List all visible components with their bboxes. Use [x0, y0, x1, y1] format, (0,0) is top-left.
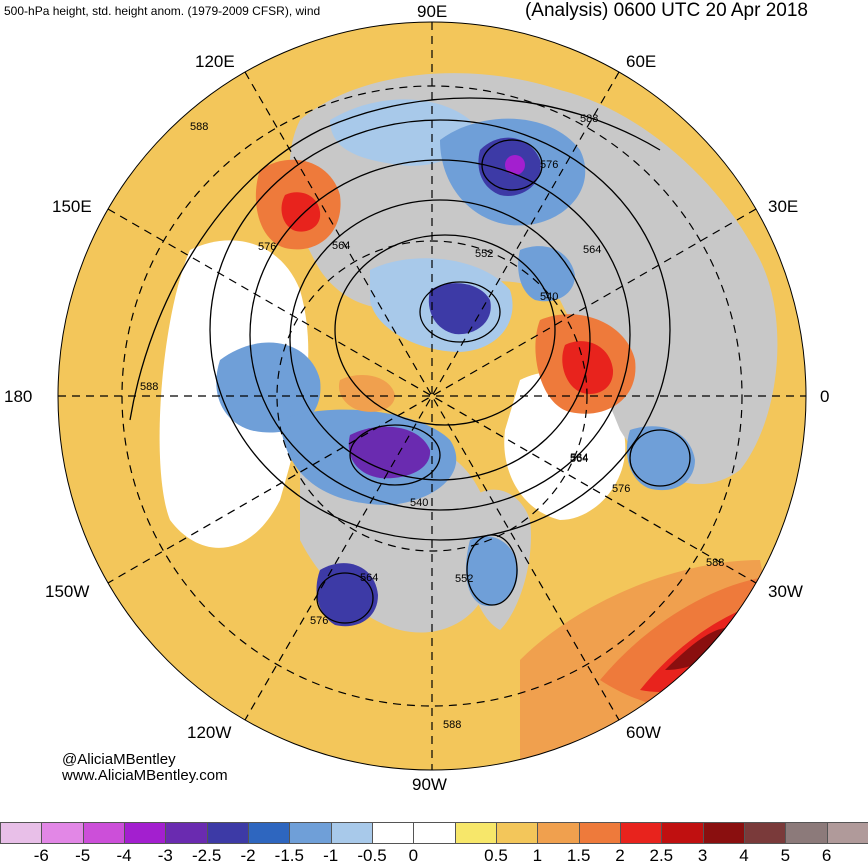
contour-label: 564	[332, 240, 350, 252]
lon-label-150e: 150E	[52, 197, 92, 216]
colorbar-swatch	[41, 822, 84, 844]
colorbar-tick-label: -4	[116, 846, 132, 865]
contour-label: 588	[140, 381, 158, 393]
colorbar-swatch	[743, 822, 787, 844]
colorbar-tick-label: 1	[532, 846, 543, 865]
colorbar-swatch	[537, 822, 580, 844]
contour-label: 540	[540, 291, 558, 303]
contour-label: 588	[190, 121, 208, 133]
colorbar-tick-label: -2	[240, 846, 256, 865]
colorbar-tick-label: -1.5	[274, 846, 304, 865]
cold-anomaly	[216, 342, 321, 433]
colorbar-tick-label: 0	[408, 846, 419, 865]
colorbar-swatch	[578, 822, 621, 844]
lon-label-60e: 60E	[626, 52, 656, 71]
colorbar-swatch	[82, 822, 125, 844]
colorbar-tick-label: 0.5	[484, 846, 508, 865]
lon-label-30w: 30W	[768, 582, 803, 601]
contour-label: 576	[310, 615, 328, 627]
colorbar-swatch	[413, 822, 456, 844]
contour-label: 564	[570, 452, 588, 464]
lon-label-150w: 150W	[45, 582, 89, 601]
colorbar-swatch	[702, 822, 745, 844]
colorbar-tick-label: -6	[33, 846, 49, 865]
cold-anomaly-core	[505, 155, 525, 175]
author-credit: @AliciaMBentley www.AliciaMBentley.com	[62, 752, 228, 784]
colorbar-swatch	[371, 822, 415, 844]
cold-anomaly	[626, 426, 695, 491]
contour-label: 552	[455, 573, 473, 585]
lon-label-120w: 120W	[187, 723, 231, 742]
cold-anomaly	[466, 536, 518, 606]
contour-label: 576	[540, 159, 558, 171]
colorbar-tick-label: 3	[697, 846, 708, 865]
contour-label: 576	[612, 483, 630, 495]
colorbar-tick-label: -0.5	[357, 846, 387, 865]
colorbar-tick-label: 6	[821, 846, 832, 865]
colorbar-tick-label: 1.5	[566, 846, 591, 865]
colorbar-swatches	[0, 822, 868, 844]
cold-anomaly-strong	[348, 426, 431, 479]
colorbar-swatch	[826, 822, 868, 844]
colorbar-swatch	[454, 822, 497, 844]
polar-map: 90E 60E 30E 0 30W 60W 90W 120W 150W 180 …	[4, 2, 829, 794]
colorbar-tick-label: -3	[157, 846, 173, 865]
lon-label-60w: 60W	[626, 723, 661, 742]
height-contours	[129, 97, 691, 624]
warm-anomaly-core	[665, 628, 725, 670]
colorbar-swatch	[206, 822, 249, 844]
colorbar-tick-label: 4	[739, 846, 749, 865]
map-title-right: (Analysis) 0600 UTC 20 Apr 2018	[524, 0, 808, 21]
colorbar-tick-label: 2.5	[649, 846, 674, 865]
contour-label: 588	[443, 719, 461, 731]
cold-anomaly	[518, 246, 575, 302]
colorbar-tick-label: 5	[780, 846, 791, 865]
lon-label-180: 180	[4, 387, 32, 406]
lon-label-0: 0	[820, 387, 829, 406]
contour-label: 564	[583, 244, 601, 256]
contour-label: 552	[475, 248, 493, 260]
map-title-left: 500-hPa height, std. height anom. (1979-…	[4, 4, 321, 18]
colorbar-swatch	[123, 822, 167, 844]
colorbar-swatch	[289, 822, 332, 844]
colorbar-swatch	[661, 822, 704, 844]
colorbar-swatch	[165, 822, 208, 844]
colorbar-swatch	[619, 822, 663, 844]
contour-label: 564	[570, 453, 588, 465]
anomaly-colorbar: -6 -5 -4 -3 -2.5 -2 -1.5 -1 -0.5 0 0.5 1 1.5 2 2.5 3 4 5 6	[0, 822, 868, 865]
colorbar-tick-label: 2	[615, 846, 625, 865]
colorbar-tick-label: -2.5	[192, 846, 222, 865]
author-handle: @AliciaMBentley	[62, 751, 176, 768]
contour-label: 588	[706, 557, 724, 569]
lon-label-120e: 120E	[195, 52, 235, 71]
lon-label-90w: 90W	[412, 775, 447, 794]
author-website: www.AliciaMBentley.com	[62, 767, 228, 784]
contour-label: 540	[410, 497, 428, 509]
contour-label: 564	[360, 572, 378, 584]
warm-anomaly	[338, 375, 395, 412]
colorbar-swatch	[247, 822, 291, 844]
colorbar-tick-label: -1	[323, 846, 339, 865]
lon-label-30e: 30E	[768, 197, 798, 216]
colorbar-swatch	[785, 822, 828, 844]
contour-label: 588	[580, 113, 598, 125]
cold-anomaly	[330, 99, 472, 166]
colorbar-swatch	[495, 822, 539, 844]
colorbar-swatch	[330, 822, 373, 844]
map-boundary	[57, 21, 807, 771]
contour-label: 576	[258, 241, 276, 253]
graticule	[58, 22, 806, 770]
lon-label-90e: 90E	[417, 2, 447, 21]
warm-anomaly-strong	[281, 192, 321, 232]
colorbar-swatch	[0, 822, 43, 844]
colorbar-tick-label: -5	[75, 846, 91, 865]
